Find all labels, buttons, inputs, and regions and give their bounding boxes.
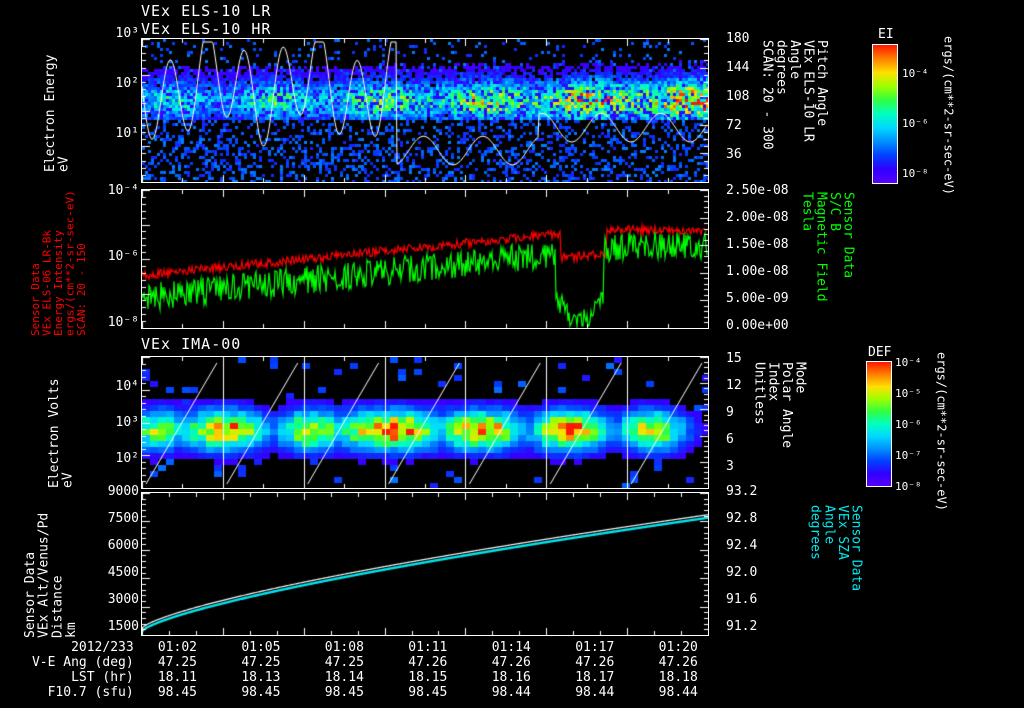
panel1-plot-area [141, 38, 709, 183]
lst-5: 18.17 [575, 670, 615, 685]
colorbar-def [866, 361, 892, 487]
colorbar-def-ticklabels: 10⁻⁴ 10⁻⁵ 10⁻⁶ 10⁻⁷ 10⁻⁸ [895, 356, 922, 493]
ve-ang-0: 47.25 [157, 655, 197, 670]
ve-ang-4: 47.26 [491, 655, 531, 670]
panel2-right-axis-label: Sensor Data S/C B Magnetic Field Tesla [799, 192, 856, 302]
time-5: 01:17 [575, 640, 615, 655]
colorbar-el-units: ergs/(cm**2-sr-sec-eV) [941, 36, 956, 195]
panel3-title: VEx IMA-00 [141, 335, 242, 353]
f107-1: 98.45 [241, 685, 281, 700]
panel3-left-axis-label: Electron Volts eV [47, 378, 76, 488]
bottom-annotation-table: 2012/233 01:02 01:05 01:08 01:11 01:14 0… [0, 640, 720, 700]
colorbar-el-ticklabels: 10⁻⁴ 10⁻⁶ 10⁻⁸ [902, 67, 929, 180]
panel4-left-ticklabels: 9000 7500 6000 4500 3000 1500 [107, 484, 139, 634]
panel4-plot-area [141, 492, 709, 636]
panel4-right-axis-label: Sensor Data VEx SZA Angle degrees [807, 505, 864, 592]
time-6: 01:20 [658, 640, 698, 655]
lst-2: 18.14 [324, 670, 364, 685]
panel1-left-ticklabels: 10³ 10² 10¹ [115, 26, 139, 141]
panel2-plot-area [141, 189, 709, 329]
table-row-time: 2012/233 01:02 01:05 01:08 01:11 01:14 0… [0, 640, 720, 655]
panel4-left-axis-label: Sensor Data VEx Alt/Venus/Pd Distance km [23, 512, 79, 638]
ve-ang-6: 47.26 [658, 655, 698, 670]
panel1-right-axis-label: Pitch Angle VEx ELS-10 LR Angle degrees … [759, 40, 830, 150]
table-row-f107: F10.7 (sfu) 98.45 98.45 98.45 98.45 98.4… [0, 685, 720, 700]
lst-6: 18.18 [658, 670, 698, 685]
colorbar-def-units: ergs/(cm**2-sr-sec-eV) [934, 352, 949, 511]
f107-4: 98.44 [491, 685, 531, 700]
f107-label: F10.7 (sfu) [47, 685, 134, 700]
ve-ang-2: 47.25 [324, 655, 364, 670]
panel3-right-axis-label: Mode Polar Angle Index Unitless [751, 362, 808, 449]
time-1: 01:05 [241, 640, 281, 655]
colorbar-def-title: DEF [868, 345, 892, 360]
time-4: 01:14 [491, 640, 531, 655]
f107-6: 98.44 [658, 685, 698, 700]
panel2-left-axis-label: Sensor Data VEx ELS-06 LR-Bk Energy Inte… [29, 190, 89, 336]
lst-label: LST (hr) [71, 670, 134, 685]
panel2-right-ticklabels: 2.50e-08 2.00e-08 1.50e-08 1.00e-08 5.00… [726, 183, 789, 333]
panel1-left-axis-label: Electron Energy eV [43, 54, 72, 172]
ve-ang-1: 47.25 [241, 655, 281, 670]
time-2: 01:08 [324, 640, 364, 655]
lst-1: 18.13 [241, 670, 281, 685]
date-label: 2012/233 [71, 640, 134, 655]
table-row-lst: LST (hr) 18.11 18.13 18.14 18.15 18.16 1… [0, 670, 720, 685]
f107-2: 98.45 [324, 685, 364, 700]
f107-3: 98.45 [408, 685, 448, 700]
colorbar-el-title: EI [878, 27, 894, 42]
panel2-left-ticklabels: 10⁻⁴ 10⁻⁶ 10⁻⁸ [107, 183, 139, 330]
panel1-title-line2: VEx ELS-10 HR [141, 20, 272, 38]
table-row-ve-ang: V-E Ang (deg) 47.25 47.25 47.25 47.26 47… [0, 655, 720, 670]
time-3: 01:11 [408, 640, 448, 655]
colorbar-el [872, 44, 898, 184]
lst-4: 18.16 [491, 670, 531, 685]
lst-3: 18.15 [408, 670, 448, 685]
panel3-plot-area [141, 356, 709, 489]
panel1-right-ticklabels: 180 144 108 72 36 [726, 31, 750, 162]
panel3-right-ticklabels: 15 12 9 6 3 [726, 351, 742, 474]
panel1-title-line1: VEx ELS-10 LR [141, 2, 272, 20]
panel4-right-ticklabels: 93.2 92.8 92.4 92.0 91.6 91.2 [726, 484, 758, 634]
panel3-left-ticklabels: 10⁴ 10³ 10² [115, 379, 139, 466]
ve-ang-5: 47.26 [575, 655, 615, 670]
f107-5: 98.44 [575, 685, 615, 700]
lst-0: 18.11 [157, 670, 197, 685]
ve-ang-label: V-E Ang (deg) [31, 655, 134, 670]
time-0: 01:02 [157, 640, 197, 655]
f107-0: 98.45 [157, 685, 197, 700]
ve-ang-3: 47.26 [408, 655, 448, 670]
